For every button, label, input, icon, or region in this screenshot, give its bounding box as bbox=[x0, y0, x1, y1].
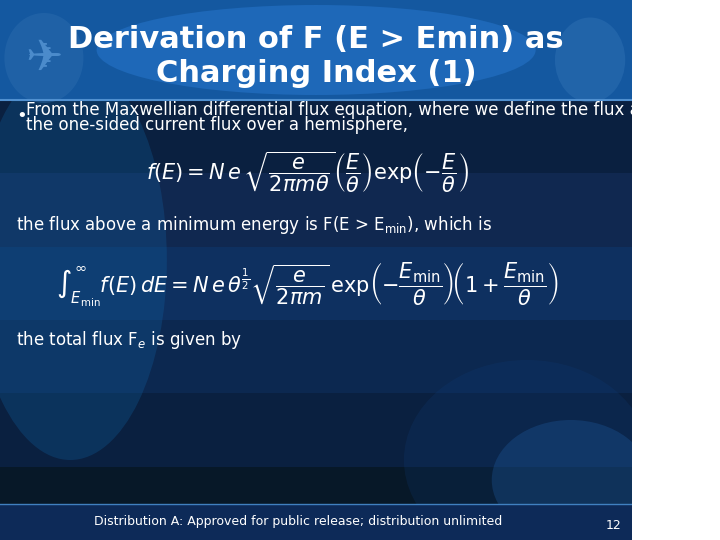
Ellipse shape bbox=[555, 17, 625, 103]
Text: $\int_{E_{\rm min}}^{\infty} f(E)\,dE = N\,e\,\theta^{\frac{1}{2}}\sqrt{\dfrac{e: $\int_{E_{\rm min}}^{\infty} f(E)\,dE = … bbox=[56, 261, 559, 309]
Bar bbox=[0, 319, 632, 393]
Bar bbox=[0, 246, 632, 320]
Text: •: • bbox=[16, 107, 27, 125]
Ellipse shape bbox=[404, 360, 650, 540]
Bar bbox=[0, 393, 632, 467]
Bar bbox=[0, 504, 632, 540]
Ellipse shape bbox=[96, 5, 536, 95]
Ellipse shape bbox=[492, 420, 650, 540]
Text: the flux above a minimum energy is F(E > E$_{\rm min}$), which is: the flux above a minimum energy is F(E >… bbox=[16, 214, 492, 236]
Bar bbox=[0, 172, 632, 247]
Ellipse shape bbox=[0, 60, 167, 460]
Text: the one-sided current flux over a hemisphere,: the one-sided current flux over a hemisp… bbox=[27, 116, 408, 134]
Text: 12: 12 bbox=[606, 519, 621, 532]
Text: From the Maxwellian differential flux equation, where we define the flux as: From the Maxwellian differential flux eq… bbox=[27, 101, 649, 119]
Text: Derivation of F (E > Emin) as: Derivation of F (E > Emin) as bbox=[68, 25, 564, 55]
Text: $f(E) = N\,e\,\sqrt{\dfrac{e}{2\pi m\theta}}\left(\dfrac{E}{\theta}\right)\exp\!: $f(E) = N\,e\,\sqrt{\dfrac{e}{2\pi m\the… bbox=[146, 150, 469, 194]
Text: ✈: ✈ bbox=[25, 37, 63, 79]
Text: the total flux F$_e$ is given by: the total flux F$_e$ is given by bbox=[16, 329, 242, 351]
Text: Charging Index (1): Charging Index (1) bbox=[156, 58, 477, 87]
Ellipse shape bbox=[4, 13, 84, 103]
Bar bbox=[0, 99, 632, 173]
Bar bbox=[0, 0, 632, 100]
Text: Distribution A: Approved for public release; distribution unlimited: Distribution A: Approved for public rele… bbox=[94, 516, 503, 529]
Bar bbox=[0, 465, 632, 540]
